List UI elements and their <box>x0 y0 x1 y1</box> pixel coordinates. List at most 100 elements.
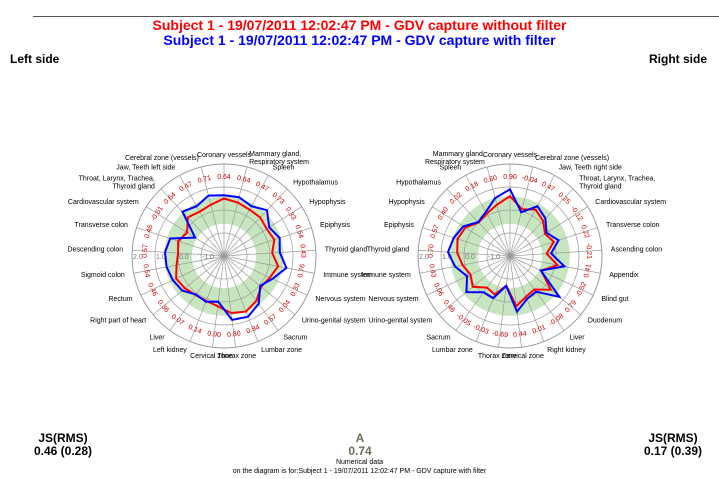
category-label: Sacrum <box>283 335 307 342</box>
category-label: Throat, Larynx, Trachea, Thyroid gland <box>79 175 155 190</box>
value-label: 0.80 <box>227 330 242 339</box>
value-label: 0.46 <box>144 224 155 239</box>
category-label: Immune system <box>323 272 373 279</box>
grid-spoke <box>189 255 225 342</box>
grid-spoke <box>419 255 511 274</box>
category-label: Thyroid gland <box>325 247 368 254</box>
left-side-label: Left side <box>10 52 60 66</box>
left-js-label: JS(RMS) <box>38 431 88 445</box>
value-label: 0.60 <box>483 175 498 185</box>
value-label: -0.69 <box>492 330 509 339</box>
value-label: 0.01 <box>532 324 547 336</box>
grid-spoke <box>509 249 602 257</box>
value-label: 0.00 <box>207 330 222 339</box>
category-label: Hypothalamus <box>293 179 338 186</box>
grid-spoke <box>223 175 269 257</box>
right-js-rms: JS(RMS) 0.17 (0.39) <box>638 432 708 458</box>
value-label: 0.18 <box>464 181 479 194</box>
category-label: Right kidney <box>547 347 586 354</box>
grid-spoke <box>223 227 312 257</box>
category-label: Sacrum <box>427 335 451 342</box>
value-label: 0.07 <box>170 313 185 327</box>
grid-spoke <box>223 255 308 296</box>
right-js-label: JS(RMS) <box>648 431 698 445</box>
value-label: -0.08 <box>548 313 565 328</box>
scale-tick-label: -1.0 <box>488 254 500 261</box>
grid-spoke <box>486 166 511 257</box>
scale-tick-label: 2.0 <box>419 254 429 261</box>
category-label: Sigmoid colon <box>81 272 125 279</box>
category-label: Appendix <box>609 272 639 279</box>
grid-spoke <box>509 255 522 348</box>
value-label: 0.22 <box>579 224 590 239</box>
category-label: Mammary gland, Respiratory system <box>249 151 309 166</box>
value-label: 0.71 <box>197 175 212 185</box>
value-label: 0.57 <box>430 224 441 239</box>
scale-tick-label: 1.0 <box>442 254 452 261</box>
grid-spoke <box>133 255 225 274</box>
title-with-filter: Subject 1 - 19/07/2011 12:02:47 PM - GDV… <box>163 32 556 48</box>
grid-spoke <box>438 255 511 315</box>
category-label: Liver <box>569 335 585 342</box>
category-label: Blind gut <box>601 296 628 303</box>
grid-spoke <box>426 255 511 296</box>
title-without-filter: Subject 1 - 19/07/2011 12:02:47 PM - GDV… <box>152 17 567 33</box>
category-label: Cerebral zone (vessels) <box>535 155 609 162</box>
grid-spoke <box>465 175 511 257</box>
scale-tick-label: 2.0 <box>133 254 143 261</box>
grid-spoke <box>200 166 225 257</box>
series-with-filter <box>163 194 288 322</box>
scale-tick-label: 0.0 <box>465 254 475 261</box>
value-label: -0.04 <box>521 174 538 185</box>
category-label: Cardiovascular system <box>68 199 139 206</box>
scale-tick-label: 1.0 <box>156 254 166 261</box>
series-with-filter <box>446 187 567 314</box>
category-label: Hypophysis <box>309 199 346 206</box>
value-label: 0.41 <box>583 263 592 278</box>
category-label: Jaw, Teeth left side <box>116 164 175 171</box>
value-label: 0.64 <box>236 175 251 185</box>
norm-band <box>450 196 570 316</box>
grid-spoke <box>223 206 302 257</box>
value-label: 0.64 <box>217 174 231 181</box>
category-label: Epiphysis <box>384 222 414 229</box>
grid-spoke <box>509 255 565 331</box>
grid-spoke <box>509 188 574 257</box>
category-label: Spleen <box>273 164 295 171</box>
category-label: Spleen <box>440 164 462 171</box>
category-label: Left kidney <box>153 347 187 354</box>
right-radar-chart: 2.0 1.0 0.0 -1.00.90 -0.040.470.25-0.120.22-… <box>361 151 666 360</box>
category-label: Coronary vessels <box>483 152 538 159</box>
grid-spoke <box>223 255 315 274</box>
value-label: -0.03 <box>472 324 490 336</box>
right-side-label: Right side <box>648 52 707 66</box>
value-label: 0.06 <box>432 282 444 297</box>
category-label: Epiphysis <box>320 222 350 229</box>
title-rule <box>33 16 719 17</box>
value-label: -0.21 <box>584 243 592 259</box>
grid-spoke <box>432 206 511 257</box>
value-label: 0.90 <box>503 174 517 181</box>
category-label: Lumbar zone <box>432 347 473 354</box>
grid-spoke <box>146 206 225 257</box>
value-label: 0.47 <box>178 181 193 194</box>
category-label: Ascending colon <box>611 247 662 254</box>
value-label: 0.36 <box>156 299 170 314</box>
value-label: 0.33 <box>284 206 297 221</box>
numerical-data-caption: Numerical data <box>335 459 384 466</box>
grid-spoke <box>223 255 236 348</box>
value-label: 0.47 <box>254 181 269 194</box>
grid-spoke <box>136 227 225 257</box>
category-label: Throat, Larynx, Trachea, Thyroid gland <box>579 175 655 190</box>
scale-tick-label: -1.0 <box>202 254 214 261</box>
left-js-rms: JS(RMS) 0.46 (0.28) <box>28 432 98 458</box>
category-label: Thorax zone <box>478 353 517 360</box>
category-label: Descending colon <box>68 247 124 254</box>
category-label: Hypophysis <box>389 199 426 206</box>
scale-tick-label: 0.0 <box>179 254 189 261</box>
category-label: Mammary gland, Respiratory system <box>425 151 485 166</box>
value-label: 0.76 <box>297 263 306 278</box>
numerical-data-note: on the diagram is for:Subject 1 - 19/07/… <box>232 468 487 475</box>
value-label: -0.05 <box>455 313 472 328</box>
value-label: 0.46 <box>442 299 456 314</box>
